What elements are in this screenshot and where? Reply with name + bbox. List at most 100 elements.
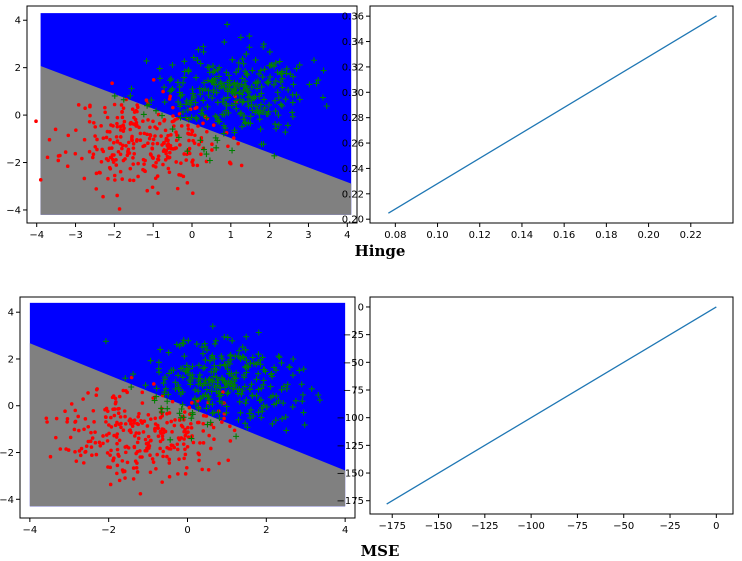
point-negative: [83, 450, 87, 454]
point-negative: [179, 173, 183, 177]
point-negative: [104, 135, 109, 140]
point-positive: [250, 95, 257, 102]
point-negative: [151, 119, 155, 124]
point-negative: [151, 460, 156, 464]
point-negative: [116, 149, 121, 154]
point-positive: [160, 380, 167, 387]
point-negative: [134, 466, 139, 470]
point-negative: [141, 430, 146, 434]
point-positive: [225, 389, 232, 396]
point-positive: [153, 393, 160, 400]
point-negative: [176, 436, 181, 440]
point-positive: [221, 84, 228, 91]
x-tick-label: −4: [29, 230, 44, 241]
point-negative: [179, 436, 184, 440]
point-positive: [148, 97, 155, 104]
point-negative: [103, 407, 107, 412]
point-negative: [143, 437, 148, 442]
point-positive: [268, 61, 275, 68]
point-positive: [200, 146, 207, 153]
point-negative: [120, 109, 124, 114]
point-positive: [249, 354, 256, 361]
point-negative: [82, 176, 87, 181]
point-positive: [234, 386, 241, 393]
point-negative: [90, 436, 95, 440]
point-positive: [267, 73, 274, 80]
y-tick-label: −150: [337, 469, 364, 480]
point-positive: [225, 72, 232, 79]
point-negative: [78, 453, 83, 458]
point-positive: [285, 86, 292, 93]
point-negative: [64, 447, 68, 451]
point-negative: [191, 138, 195, 143]
point-negative: [206, 467, 211, 472]
point-negative: [109, 123, 113, 127]
point-positive: [142, 382, 149, 389]
point-negative: [201, 441, 206, 445]
point-negative: [156, 157, 160, 162]
point-positive: [188, 415, 195, 422]
x-tick-label: 0.22: [680, 230, 702, 241]
x-tick-label: 1: [228, 230, 234, 241]
point-positive: [199, 107, 206, 114]
point-negative: [74, 128, 78, 132]
point-negative: [149, 417, 153, 421]
point-positive: [168, 367, 175, 374]
point-negative: [150, 185, 155, 190]
x-tick-label: 0.14: [511, 230, 533, 241]
point-positive: [266, 101, 273, 108]
point-negative: [165, 420, 169, 425]
point-positive: [195, 362, 202, 369]
point-negative: [125, 460, 130, 465]
point-negative: [186, 127, 191, 131]
y-tick-label: −2: [0, 448, 14, 459]
point-positive: [283, 385, 290, 392]
point-positive: [177, 391, 184, 398]
point-positive: [220, 122, 227, 129]
point-negative: [95, 137, 99, 142]
point-positive: [180, 337, 187, 344]
point-negative: [121, 124, 126, 128]
point-positive: [270, 81, 277, 88]
point-positive: [247, 113, 254, 120]
point-positive: [238, 81, 245, 88]
point-positive: [221, 39, 228, 46]
point-positive: [223, 403, 230, 410]
point-positive: [320, 67, 327, 74]
point-negative: [153, 427, 157, 431]
point-negative: [115, 432, 120, 436]
x-tick-label: 3: [305, 230, 311, 241]
point-negative: [160, 480, 164, 484]
point-negative: [211, 123, 216, 127]
point-positive: [323, 103, 330, 110]
point-negative: [137, 411, 141, 416]
point-positive: [218, 353, 225, 360]
x-tick-label: 0.16: [553, 230, 575, 241]
point-negative: [45, 155, 50, 160]
point-positive: [276, 58, 283, 65]
point-negative: [198, 441, 202, 445]
point-negative: [166, 133, 170, 138]
point-positive: [181, 74, 188, 81]
point-positive: [162, 385, 169, 392]
point-positive: [190, 90, 197, 97]
point-positive: [266, 48, 273, 55]
point-positive: [209, 94, 216, 101]
point-positive: [239, 123, 246, 130]
point-positive: [213, 144, 220, 151]
point-negative: [86, 424, 91, 429]
point-positive: [227, 351, 234, 358]
x-tick-label: −3: [68, 230, 83, 241]
point-negative: [74, 459, 79, 463]
point-positive: [246, 33, 253, 40]
point-positive: [192, 386, 199, 393]
point-negative: [119, 103, 124, 107]
hinge-line-chart: 0.08 0.10 0.12 0.14 0.16 0.18 0.20 0.22 0.20 0.22…: [342, 5, 734, 241]
point-negative: [189, 421, 193, 426]
point-negative: [136, 436, 141, 441]
point-positive: [249, 67, 256, 74]
point-positive: [128, 85, 135, 92]
point-positive: [214, 382, 221, 389]
point-negative: [107, 165, 112, 170]
point-negative: [201, 421, 206, 426]
